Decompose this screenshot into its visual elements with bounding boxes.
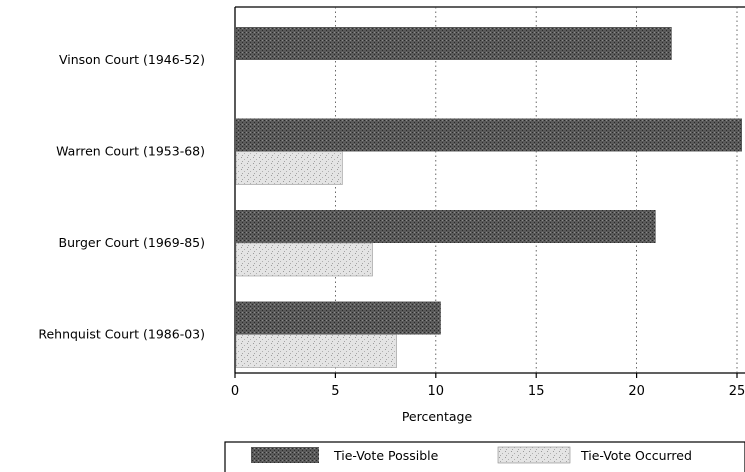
x-tick-label: 20 <box>628 384 645 399</box>
x-tick-label: 5 <box>331 384 339 399</box>
legend-box <box>224 441 745 472</box>
x-tick-label: 0 <box>231 384 239 399</box>
x-tick-label: 15 <box>528 384 545 399</box>
legend-label-tie-vote-possible: Tie-Vote Possible <box>333 448 439 463</box>
legend-swatch-tie-vote-possible <box>251 447 319 463</box>
category-label: Warren Court (1953-68) <box>56 144 205 159</box>
bars <box>235 27 742 368</box>
category-labels: Vinson Court (1946-52) Warren Court (1953… <box>38 52 205 342</box>
legend: Tie-Vote Possible Tie-Vote Occurred <box>224 441 745 472</box>
x-axis: 0 5 10 15 20 25 <box>231 373 745 399</box>
x-axis-title: Percentage <box>402 409 473 424</box>
bar-tie-vote-occurred <box>235 242 373 277</box>
bar-tie-vote-possible <box>236 210 656 243</box>
x-tick-label: 25 <box>729 384 745 399</box>
category-label: Burger Court (1969-85) <box>59 235 205 250</box>
legend-label-tie-vote-occurred: Tie-Vote Occurred <box>580 448 692 463</box>
bar-tie-vote-possible <box>236 27 672 60</box>
bar-tie-vote-possible <box>236 301 441 335</box>
category-label: Vinson Court (1946-52) <box>59 52 205 67</box>
bar-tie-vote-possible <box>236 118 742 152</box>
legend-swatch-tie-vote-occurred <box>497 446 571 464</box>
category-label: Rehnquist Court (1986-03) <box>38 327 205 342</box>
x-tick-label: 10 <box>428 384 445 399</box>
bar-tie-vote-occurred <box>235 151 343 185</box>
bar-tie-vote-occurred <box>235 334 397 368</box>
plot-frame <box>234 6 745 374</box>
